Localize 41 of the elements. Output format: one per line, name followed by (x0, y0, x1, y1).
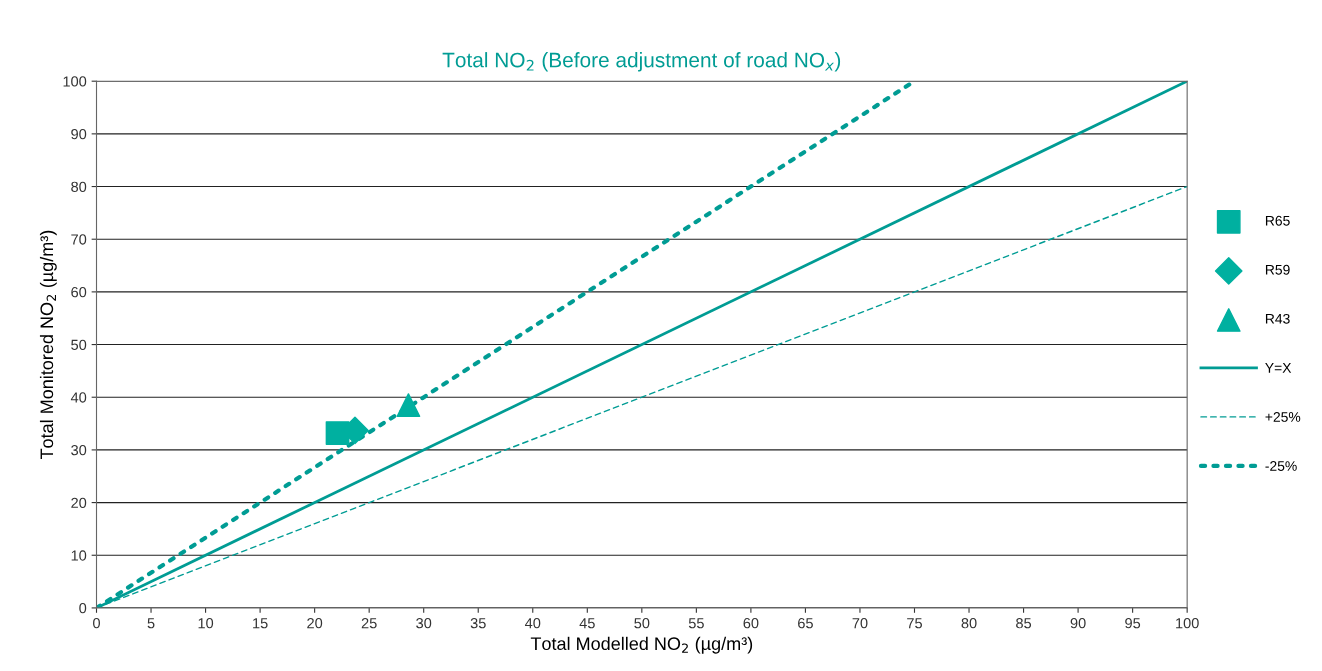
x-tick-label: 15 (253, 618, 268, 629)
y-tick-label: 10 (71, 550, 87, 561)
y-tick-label: 50 (71, 339, 87, 350)
chart-title: Total NO$_{2}$ (Before adjustment of road NO$_{x}$) (442, 52, 841, 72)
y-tick-label: 30 (71, 445, 87, 456)
y-axis-title: Total Monitored NO$_{2}$ (µg/m³) (39, 230, 57, 460)
x-tick-label: 80 (961, 618, 977, 629)
legend-label: -25% (1265, 461, 1297, 471)
legend-label: R59 (1265, 264, 1290, 275)
y-tick-label: 60 (71, 286, 87, 298)
x-axis-title: Total Modelled NO$_{2}$ (µg/m³) (530, 636, 753, 654)
legend-label: Y=X (1265, 363, 1292, 373)
x-tick-label: 10 (198, 618, 214, 629)
x-tick-label: 85 (1016, 618, 1032, 629)
x-tick-label: 70 (852, 618, 868, 629)
x-tick-label: 35 (470, 618, 486, 629)
y-tick-label: 70 (71, 234, 87, 245)
x-tick-label: 75 (907, 618, 922, 629)
x-tick-label: 65 (798, 618, 813, 629)
y-tick-label: 40 (70, 392, 87, 403)
x-tick-label: 0 (93, 618, 100, 629)
legend-label: R65 (1265, 215, 1290, 226)
x-tick-label: 25 (361, 618, 377, 629)
x-tick-label: 50 (634, 618, 650, 629)
x-tick-label: 90 (1070, 618, 1086, 629)
legend-label: +25% (1265, 412, 1301, 422)
y-tick-label: 20 (71, 497, 87, 509)
x-tick-label: 100 (1176, 618, 1199, 629)
y-tick-label: 0 (79, 603, 87, 614)
x-tick-label: 40 (524, 618, 541, 629)
x-tick-label: 30 (416, 618, 432, 629)
x-tick-label: 45 (579, 618, 595, 629)
legend-label: R43 (1265, 313, 1290, 324)
x-tick-label: 55 (688, 618, 704, 629)
y-tick-label: 90 (71, 128, 87, 140)
x-tick-label: 20 (307, 618, 323, 629)
x-tick-label: 95 (1125, 618, 1141, 629)
y-tick-label: 100 (63, 76, 87, 87)
x-tick-label: 60 (743, 618, 759, 629)
x-tick-label: 5 (147, 618, 155, 629)
y-tick-label: 80 (71, 181, 87, 192)
